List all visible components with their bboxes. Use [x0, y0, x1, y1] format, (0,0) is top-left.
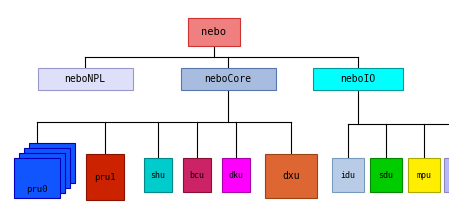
Bar: [332, 158, 364, 192]
Text: sdu: sdu: [379, 171, 393, 180]
Text: pru1: pru1: [94, 173, 116, 182]
Text: neboCore: neboCore: [204, 74, 251, 84]
Bar: [188, 18, 240, 46]
Text: mpu: mpu: [417, 171, 431, 180]
Text: dxu: dxu: [282, 171, 300, 181]
Bar: [180, 68, 276, 90]
Bar: [222, 158, 250, 192]
Text: dku: dku: [229, 171, 243, 180]
Bar: [29, 143, 75, 183]
Bar: [183, 158, 211, 192]
Text: bcu: bcu: [189, 171, 204, 180]
Bar: [144, 158, 172, 192]
Text: nebo: nebo: [202, 27, 226, 37]
Bar: [313, 68, 403, 90]
Text: shu: shu: [150, 171, 166, 180]
Text: idu: idu: [340, 171, 356, 180]
Bar: [408, 158, 440, 192]
Bar: [24, 148, 70, 188]
Text: pru0: pru0: [26, 185, 48, 194]
Bar: [14, 158, 60, 198]
Bar: [86, 154, 124, 200]
Bar: [265, 154, 317, 198]
Bar: [19, 153, 65, 193]
Bar: [370, 158, 402, 192]
Bar: [444, 158, 449, 192]
Bar: [38, 68, 132, 90]
Text: neboIO: neboIO: [340, 74, 376, 84]
Text: neboNPL: neboNPL: [65, 74, 106, 84]
